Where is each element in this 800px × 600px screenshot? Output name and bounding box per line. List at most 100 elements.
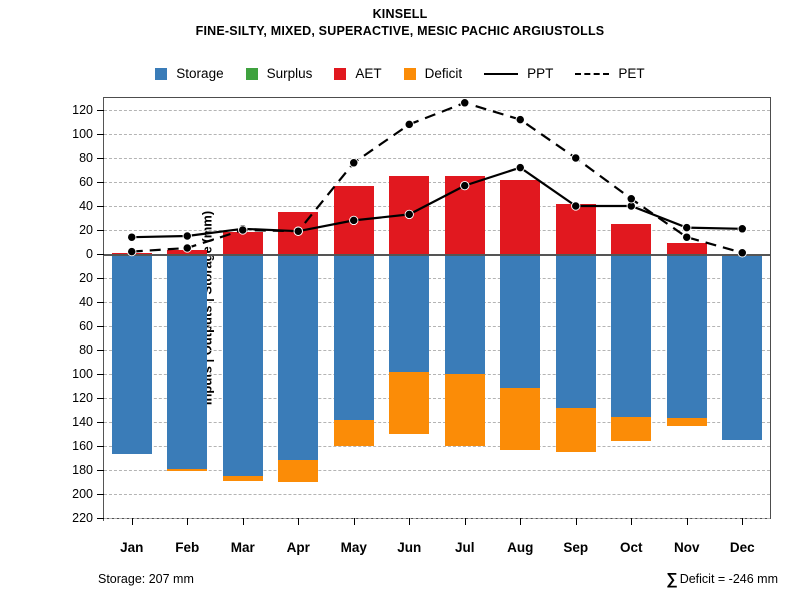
legend-line-ppt-icon xyxy=(484,72,519,75)
point-ppt-nov[interactable] xyxy=(682,222,692,233)
point-ppt-sep[interactable] xyxy=(571,201,581,211)
bar-storage-may[interactable] xyxy=(333,254,374,420)
bar-aet-aug[interactable] xyxy=(500,179,541,254)
point-ppt-jan[interactable] xyxy=(127,232,137,242)
point-pet-feb[interactable] xyxy=(182,243,192,253)
y-tick-label: 60 xyxy=(79,319,93,333)
bar-aet-mar[interactable] xyxy=(222,232,263,254)
y-axis-spine xyxy=(103,97,104,521)
x-tick-label-jun: Jun xyxy=(397,540,422,555)
gridline xyxy=(104,206,770,207)
y-tick-mark xyxy=(97,446,104,447)
bar-deficit-apr[interactable] xyxy=(278,460,319,482)
x-tick-label-jan: Jan xyxy=(120,540,144,555)
y-tick-mark xyxy=(97,158,104,159)
bar-storage-jul[interactable] xyxy=(444,254,485,374)
x-tick-label-may: May xyxy=(340,540,367,555)
legend-item-surplus[interactable]: Surplus xyxy=(245,66,312,81)
point-ppt-may[interactable] xyxy=(349,215,359,226)
bar-deficit-feb[interactable] xyxy=(167,468,208,472)
y-tick-label: 20 xyxy=(79,271,93,285)
y-tick-mark xyxy=(97,134,104,135)
point-ppt-jun[interactable] xyxy=(404,209,414,220)
bar-deficit-jul[interactable] xyxy=(444,374,485,446)
bar-storage-feb[interactable] xyxy=(167,254,208,469)
point-ppt-feb[interactable] xyxy=(182,231,192,241)
point-ppt-dec[interactable] xyxy=(737,224,747,234)
bar-storage-apr[interactable] xyxy=(278,254,319,461)
legend-item-storage[interactable]: Storage xyxy=(155,66,224,81)
x-tick-mark xyxy=(464,518,466,525)
y-tick-mark xyxy=(97,470,104,471)
x-tick-mark xyxy=(131,518,133,525)
point-pet-jan[interactable] xyxy=(127,246,137,257)
bar-deficit-sep[interactable] xyxy=(555,407,596,452)
bar-deficit-aug[interactable] xyxy=(500,388,541,450)
point-pet-nov[interactable] xyxy=(682,232,692,242)
y-tick-label: 60 xyxy=(79,175,93,189)
legend-line-pet-icon xyxy=(575,72,610,75)
bar-storage-sep[interactable] xyxy=(555,254,596,408)
point-pet-oct[interactable] xyxy=(626,194,636,204)
bar-deficit-oct[interactable] xyxy=(611,417,652,442)
point-pet-jun[interactable] xyxy=(404,119,414,130)
bar-aet-nov[interactable] xyxy=(666,243,707,254)
legend-item-aet[interactable]: AET xyxy=(334,66,382,81)
point-pet-may[interactable] xyxy=(349,158,359,168)
bar-deficit-may[interactable] xyxy=(333,419,374,446)
legend-item-pet[interactable]: PET xyxy=(575,66,645,81)
point-pet-sep[interactable] xyxy=(571,153,581,163)
point-pet-mar[interactable] xyxy=(238,225,248,235)
gridline xyxy=(104,374,770,375)
point-pet-aug[interactable] xyxy=(515,114,525,125)
x-tick-label-apr: Apr xyxy=(286,540,310,555)
y-tick-mark xyxy=(97,422,104,423)
bar-storage-oct[interactable] xyxy=(611,254,652,418)
y-tick-mark xyxy=(97,494,104,495)
point-pet-apr[interactable] xyxy=(293,226,303,236)
x-tick-mark xyxy=(298,518,300,525)
point-pet-jul[interactable] xyxy=(460,98,470,108)
bar-storage-nov[interactable] xyxy=(666,254,707,419)
y-tick-mark xyxy=(97,398,104,399)
legend-item-ppt[interactable]: PPT xyxy=(484,66,553,81)
y-tick-mark xyxy=(97,254,104,255)
y-tick-label: 20 xyxy=(79,223,93,237)
gridline xyxy=(104,326,770,327)
y-tick-label: 180 xyxy=(72,463,93,477)
bar-storage-jun[interactable] xyxy=(389,254,430,372)
x-tick-mark xyxy=(520,518,522,525)
gridline xyxy=(104,518,770,519)
point-ppt-jul[interactable] xyxy=(460,180,470,191)
y-tick-mark xyxy=(97,230,104,231)
y-tick-label: 140 xyxy=(72,415,93,429)
gridline xyxy=(104,302,770,303)
x-tick-label-feb: Feb xyxy=(175,540,200,555)
line-series-overlay xyxy=(127,98,747,258)
y-tick-mark xyxy=(97,518,104,519)
bar-storage-mar[interactable] xyxy=(222,254,263,476)
x-tick-mark xyxy=(575,518,577,525)
bar-storage-dec[interactable] xyxy=(722,254,763,440)
y-tick-mark xyxy=(97,182,104,183)
bar-storage-aug[interactable] xyxy=(500,254,541,389)
point-ppt-aug[interactable] xyxy=(515,162,525,173)
gridline xyxy=(104,398,770,399)
bar-deficit-jun[interactable] xyxy=(389,371,430,434)
bar-storage-jan[interactable] xyxy=(111,254,152,455)
bar-deficit-mar[interactable] xyxy=(222,476,263,481)
gridline xyxy=(104,134,770,135)
legend-label-deficit: Deficit xyxy=(424,66,463,81)
x-tick-mark xyxy=(409,518,411,525)
bar-deficit-nov[interactable] xyxy=(666,418,707,426)
point-pet-dec[interactable] xyxy=(737,248,747,258)
x-tick-label-dec: Dec xyxy=(729,540,755,555)
x-tick-mark xyxy=(242,518,244,525)
y-tick-label: 100 xyxy=(72,127,93,141)
legend-item-deficit[interactable]: Deficit xyxy=(403,66,463,81)
gridline xyxy=(104,230,770,231)
bar-aet-sep[interactable] xyxy=(555,203,596,254)
bar-aet-oct[interactable] xyxy=(611,224,652,254)
y-tick-label: 220 xyxy=(72,511,93,525)
